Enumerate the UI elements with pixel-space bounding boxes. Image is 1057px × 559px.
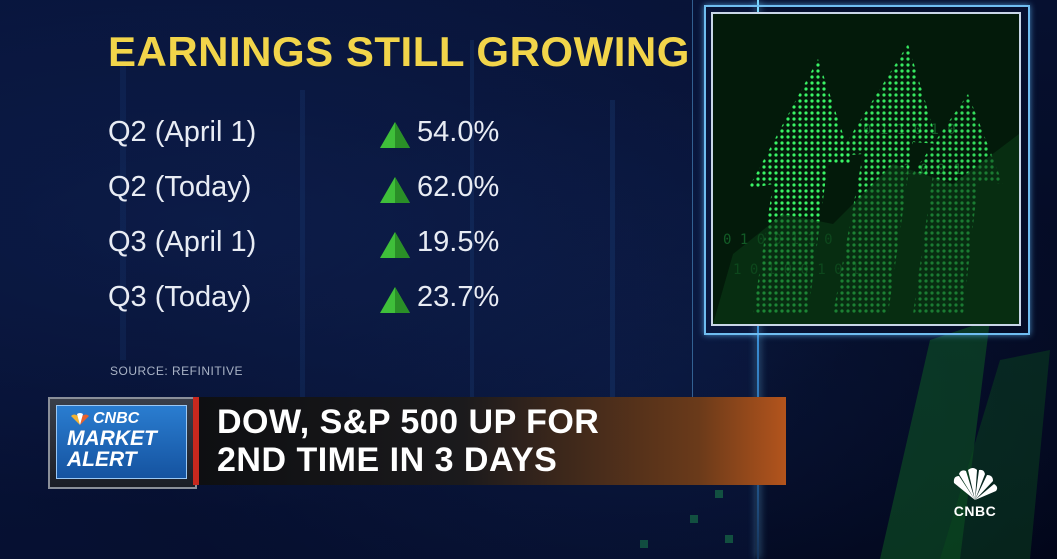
row-label: Q2 (April 1) (108, 116, 257, 148)
up-triangle-icon (380, 177, 410, 203)
panel-edge-line (692, 0, 693, 420)
market-alert-label: MARKET ALERT (67, 428, 157, 470)
lower-third-banner: CNBC MARKET ALERT DOW, S&P 500 UP FOR 2N… (48, 397, 786, 489)
market-alert-line1: MARKET (67, 427, 157, 450)
cnbc-peacock-icon (953, 468, 998, 500)
headline-box: DOW, S&P 500 UP FOR 2ND TIME IN 3 DAYS (199, 397, 786, 485)
market-alert-badge: CNBC MARKET ALERT (48, 397, 197, 489)
peacock-icon (71, 413, 89, 425)
up-triangle-icon (380, 232, 410, 258)
row-label: Q3 (April 1) (108, 226, 257, 258)
headline-line1: DOW, S&P 500 UP FOR (217, 403, 600, 441)
headline: DOW, S&P 500 UP FOR 2ND TIME IN 3 DAYS (217, 403, 599, 479)
page-title: EARNINGS STILL GROWING (108, 28, 690, 75)
green-arrows-image: 0 1 0 0 1 1 0 1 0 1 0 0 1 0 1 0 1 1 0 1 … (711, 12, 1021, 326)
image-frame (704, 5, 1030, 335)
market-alert-line2: ALERT (67, 448, 137, 471)
market-alert-inner: CNBC MARKET ALERT (56, 405, 187, 479)
up-triangle-icon (380, 122, 410, 148)
row-value: 19.5% (417, 226, 500, 258)
alert-red-strip (193, 397, 199, 485)
cnbc-mini-label: CNBC (93, 410, 140, 427)
rising-arrows-icon: 0 1 0 0 1 1 0 1 0 1 0 0 1 0 1 0 1 1 0 1 … (713, 14, 1019, 324)
cnbc-wordmark: CNBC (953, 503, 997, 519)
headline-line2: 2ND TIME IN 3 DAYS (217, 441, 558, 479)
up-triangle-icon (380, 287, 410, 313)
source-credit: SOURCE: REFINITIVE (110, 364, 244, 378)
row-label: Q2 (Today) (108, 171, 252, 203)
row-value: 54.0% (417, 116, 500, 148)
row-value: 62.0% (417, 171, 500, 203)
row-label: Q3 (Today) (108, 281, 252, 313)
cnbc-logo: CNBC (940, 467, 1010, 519)
row-value: 23.7% (417, 281, 500, 313)
